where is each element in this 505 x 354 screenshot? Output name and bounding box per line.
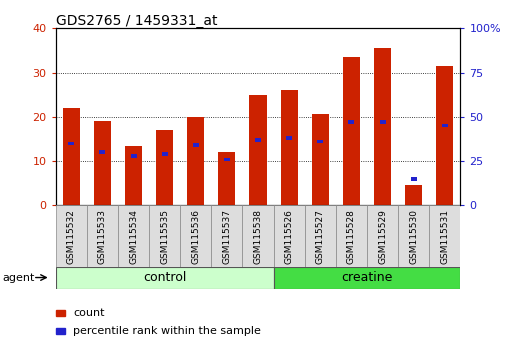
Bar: [280, 90, 297, 205]
FancyBboxPatch shape: [56, 267, 273, 289]
Bar: [125, 145, 142, 205]
FancyBboxPatch shape: [304, 205, 335, 267]
Bar: [93, 121, 111, 205]
Text: agent: agent: [3, 273, 35, 282]
FancyBboxPatch shape: [149, 205, 180, 267]
FancyBboxPatch shape: [242, 205, 273, 267]
Text: control: control: [143, 271, 186, 284]
Bar: [68, 142, 74, 145]
Bar: [63, 108, 80, 205]
FancyBboxPatch shape: [273, 267, 460, 289]
FancyBboxPatch shape: [335, 205, 366, 267]
Bar: [187, 117, 204, 205]
Text: percentile rank within the sample: percentile rank within the sample: [73, 326, 261, 336]
Text: count: count: [73, 308, 105, 318]
Bar: [342, 57, 360, 205]
Bar: [311, 114, 328, 205]
Text: GSM115535: GSM115535: [160, 209, 169, 264]
FancyBboxPatch shape: [211, 205, 242, 267]
Bar: [99, 150, 105, 154]
FancyBboxPatch shape: [56, 205, 87, 267]
Bar: [379, 120, 385, 124]
Text: GSM115526: GSM115526: [284, 209, 293, 264]
Text: GSM115534: GSM115534: [129, 209, 138, 264]
FancyBboxPatch shape: [397, 205, 428, 267]
Text: creatine: creatine: [341, 271, 392, 284]
Text: GSM115528: GSM115528: [346, 209, 356, 264]
Text: GSM115530: GSM115530: [409, 209, 418, 264]
FancyBboxPatch shape: [273, 205, 304, 267]
FancyBboxPatch shape: [180, 205, 211, 267]
Text: GSM115536: GSM115536: [191, 209, 200, 264]
FancyBboxPatch shape: [118, 205, 149, 267]
FancyBboxPatch shape: [428, 205, 460, 267]
Bar: [224, 158, 229, 161]
Bar: [373, 48, 390, 205]
Bar: [405, 185, 422, 205]
Bar: [56, 328, 65, 334]
Bar: [286, 136, 291, 140]
Bar: [130, 154, 136, 158]
Text: GSM115529: GSM115529: [377, 209, 386, 264]
Bar: [161, 152, 167, 156]
Bar: [317, 140, 323, 143]
Bar: [441, 124, 447, 127]
Text: GSM115537: GSM115537: [222, 209, 231, 264]
Bar: [156, 130, 173, 205]
Bar: [255, 138, 261, 142]
Text: GSM115532: GSM115532: [67, 209, 76, 264]
Bar: [410, 177, 416, 181]
Text: GSM115527: GSM115527: [315, 209, 324, 264]
Bar: [192, 143, 198, 147]
Bar: [56, 310, 65, 316]
Text: GSM115533: GSM115533: [97, 209, 107, 264]
Bar: [348, 120, 354, 124]
Text: GDS2765 / 1459331_at: GDS2765 / 1459331_at: [56, 14, 217, 28]
Bar: [249, 95, 266, 205]
Bar: [218, 152, 235, 205]
Bar: [435, 66, 452, 205]
FancyBboxPatch shape: [366, 205, 397, 267]
Text: GSM115531: GSM115531: [439, 209, 448, 264]
Text: GSM115538: GSM115538: [253, 209, 262, 264]
FancyBboxPatch shape: [87, 205, 118, 267]
